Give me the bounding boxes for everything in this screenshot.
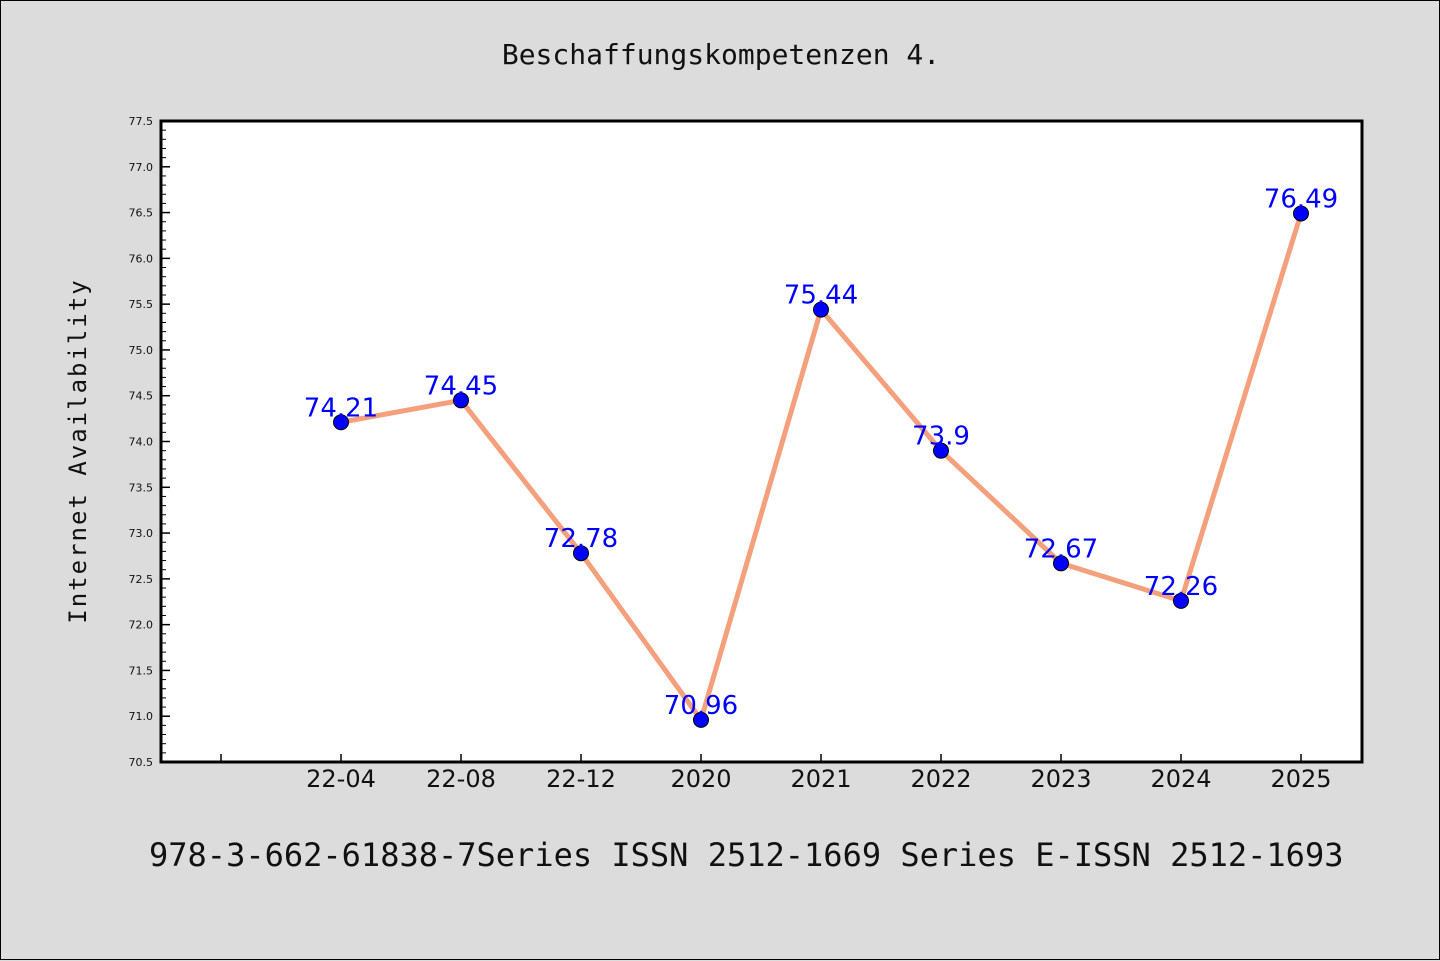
plot-area — [159, 119, 1364, 764]
y-axis-label: Internet Availability — [64, 278, 92, 623]
data-label: 73.9 — [912, 422, 970, 452]
y-tick-label: 72.5 — [129, 573, 154, 586]
y-tick-label: 76.0 — [129, 252, 154, 265]
y-tick-label: 75.0 — [129, 344, 154, 357]
x-tick-label: 22-08 — [426, 765, 496, 793]
x-tick-label: 22-04 — [306, 765, 376, 793]
y-tick-label: 71.5 — [129, 664, 154, 677]
footer-isbn-text: 978-3-662-61838-7Series ISSN 2512-1669 S… — [149, 836, 1343, 874]
y-tick-label: 73.0 — [129, 527, 154, 540]
y-tick-label: 70.5 — [129, 756, 154, 769]
series-layer: 74.21 74.45 72.78 70.96 75.44 73.9 72.67 72.26 7… — [304, 184, 1338, 728]
data-point — [1053, 555, 1069, 572]
x-tick-label: 2025 — [1270, 765, 1331, 793]
data-label: 70.96 — [664, 691, 738, 721]
data-label: 75.44 — [784, 281, 858, 311]
data-label: 72.78 — [544, 524, 618, 554]
x-tick-label: 2024 — [1150, 765, 1211, 793]
y-axis: 70.5 71.0 71.5 72.0 72.5 73.0 73.5 74.0 74.5 75.0… — [129, 115, 170, 769]
data-label: 74.21 — [304, 393, 378, 423]
data-point — [693, 711, 709, 728]
data-label: 72.26 — [1144, 572, 1218, 602]
data-point — [813, 301, 829, 318]
data-label: 74.45 — [424, 371, 498, 401]
x-tick-label: 2021 — [790, 765, 851, 793]
data-point — [933, 442, 949, 459]
y-tick-label: 77.5 — [129, 115, 154, 128]
x-tick-label: 2020 — [670, 765, 731, 793]
data-point — [573, 545, 589, 562]
y-tick-label: 71.0 — [129, 710, 154, 723]
x-tick-label: 22-12 — [546, 765, 616, 793]
data-point — [333, 414, 349, 431]
y-tick-label: 72.0 — [129, 619, 154, 632]
y-tick-label: 76.5 — [129, 207, 154, 220]
x-tick-label: 2022 — [910, 765, 971, 793]
y-tick-label: 74.5 — [129, 390, 154, 403]
x-axis: 22-04 22-08 22-12 2020 2021 2022 2023 2024 2025 — [220, 754, 1332, 793]
data-point — [453, 392, 469, 409]
y-tick-label: 77.0 — [129, 161, 154, 174]
data-label: 76.49 — [1264, 184, 1338, 214]
y-tick-label: 73.5 — [129, 481, 154, 494]
y-tick-label: 74.0 — [129, 436, 154, 449]
x-tick-label: 2023 — [1030, 765, 1091, 793]
data-label: 72.67 — [1024, 534, 1098, 564]
data-point — [1293, 205, 1309, 222]
y-tick-label: 75.5 — [129, 298, 154, 311]
chart-title: Beschaffungskompetenzen 4. — [502, 38, 940, 71]
data-point — [1173, 592, 1189, 609]
